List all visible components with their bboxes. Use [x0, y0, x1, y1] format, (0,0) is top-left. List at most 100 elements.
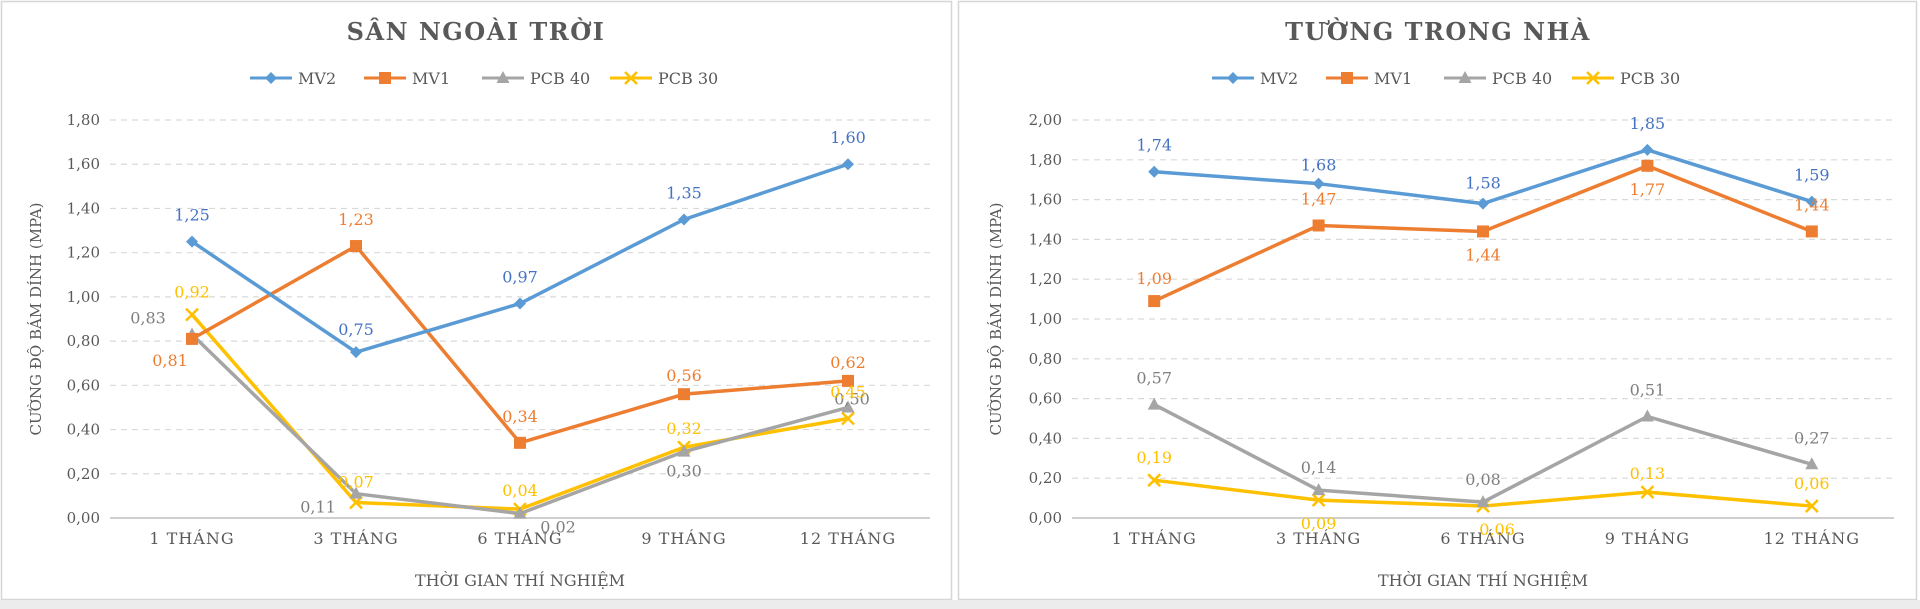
data-labels-mv2: 1,74 1,68 1,58 1,85 1,59	[1136, 114, 1829, 193]
x-tick-label: 3 THÁNG	[313, 528, 398, 548]
data-labels-mv1: 1,09 1,47 1,44 1,77 1,44	[1136, 180, 1829, 288]
legend-item-pcb-30: PCB 30	[1572, 69, 1680, 88]
legend-marker	[624, 71, 638, 85]
data-label: 0,11	[300, 498, 336, 517]
data-label: 0,50	[834, 389, 870, 408]
data-point	[1477, 197, 1489, 210]
data-label: 0,06	[1794, 474, 1830, 493]
y-tick-label: 0,60	[67, 376, 100, 394]
y-tick-label: 2,00	[1029, 111, 1062, 129]
data-label: 0,81	[152, 351, 188, 370]
data-point	[841, 411, 855, 426]
x-tick-label: 3 THÁNG	[1276, 528, 1361, 548]
legend-item-pcb-40: PCB 40	[1444, 69, 1552, 88]
legend-label: PCB 40	[1492, 69, 1552, 88]
data-point	[678, 213, 690, 226]
data-label: 1,47	[1301, 189, 1337, 208]
y-tick-label: 1,00	[67, 288, 100, 306]
legend: MV2 MV1 PCB 40 PCB 30	[1212, 69, 1680, 88]
x-tick-label: 1 THÁNG	[1112, 528, 1197, 548]
data-point	[842, 158, 854, 171]
data-point	[185, 307, 199, 322]
series-mv2	[1148, 143, 1818, 210]
data-label: 1,68	[1301, 156, 1337, 175]
data-point	[1805, 195, 1818, 208]
legend-marker	[1458, 71, 1472, 83]
x-axis-title: THỜI GIAN THÍ NGHIỆM	[415, 570, 625, 590]
data-label: 0,27	[1794, 428, 1830, 447]
x-tick-label: 1 THÁNG	[149, 528, 234, 548]
data-point	[1640, 409, 1654, 422]
y-tick-label: 0,20	[1029, 469, 1062, 487]
legend-marker	[1341, 72, 1353, 84]
legend-marker	[1586, 71, 1600, 85]
x-tick-label: 9 THÁNG	[641, 528, 726, 548]
data-label: 0,57	[1136, 369, 1172, 388]
data-point	[1805, 225, 1818, 238]
legend-marker	[379, 72, 391, 84]
data-label: 0,75	[338, 320, 374, 339]
page-bottom-strip	[0, 600, 1920, 609]
data-labels-pcb-30: 0,92 0,07 0,04 0,32 0,45	[174, 283, 866, 501]
data-label: 0,32	[666, 419, 702, 438]
y-tick-label: 0,40	[67, 421, 100, 439]
legend-label: MV1	[412, 69, 450, 88]
data-label: 1,44	[1465, 245, 1501, 264]
data-point	[1641, 159, 1654, 172]
legend-item-mv2: MV2	[250, 69, 336, 88]
data-label: 1,85	[1630, 114, 1666, 133]
legend-label: MV2	[298, 69, 336, 88]
data-label: 0,19	[1136, 448, 1172, 467]
data-labels-mv2: 1,25 0,75 0,97 1,35 1,60	[174, 128, 866, 339]
chart-san-ngoai-troi: SÂN NGOÀI TRỜI MV2 MV1 PCB 40 PCB 30 0,00 0,20…	[27, 17, 930, 590]
data-point	[1312, 177, 1325, 190]
data-labels-pcb-30: 0,19 0,09 0,06 0,13 0,06	[1136, 448, 1829, 539]
legend-label: PCB 30	[658, 69, 718, 88]
data-label: 0,04	[502, 481, 538, 500]
y-tick-label: 1,40	[67, 199, 100, 217]
chart-tuong-trong-nha: TƯỜNG TRONG NHÀ MV2 MV1 PCB 40 PCB 30 0,00 0,2…	[987, 17, 1894, 590]
data-point	[1147, 397, 1161, 410]
chart-frame-left	[0, 0, 953, 601]
x-axis-title: THỜI GIAN THÍ NGHIỆM	[1378, 570, 1588, 590]
data-label: 1,25	[174, 206, 210, 225]
data-label: 1,74	[1136, 136, 1172, 155]
y-tick-label: 1,60	[1029, 191, 1062, 209]
data-label: 0,08	[1465, 470, 1501, 489]
data-point	[1148, 165, 1161, 178]
data-label: 1,59	[1794, 166, 1830, 185]
data-label: 0,92	[174, 283, 210, 302]
y-tick-label: 0,40	[1029, 429, 1062, 447]
x-tick-label: 9 THÁNG	[1605, 528, 1690, 548]
legend: MV2 MV1 PCB 40 PCB 30	[250, 69, 718, 88]
data-point	[186, 235, 198, 248]
data-label: 1,23	[338, 210, 374, 229]
legend-label: MV1	[1374, 69, 1412, 88]
legend-label: PCB 40	[530, 69, 590, 88]
legend-label: PCB 30	[1620, 69, 1680, 88]
legend-item-pcb-30: PCB 30	[610, 69, 718, 88]
y-tick-label: 1,40	[1029, 230, 1062, 248]
y-tick-label: 0,80	[1029, 350, 1062, 368]
data-point	[1477, 225, 1489, 238]
legend-item-pcb-40: PCB 40	[482, 69, 590, 88]
data-point	[349, 486, 363, 499]
y-tick-label: 1,20	[67, 244, 100, 262]
x-tick-label: 12 THÁNG	[800, 528, 896, 548]
series-mv2	[186, 158, 854, 359]
y-tick-label: 1,60	[67, 155, 100, 173]
y-tick-label: 1,80	[67, 111, 100, 129]
data-point	[842, 374, 854, 387]
data-label: 1,58	[1465, 174, 1501, 193]
data-label: 0,34	[502, 407, 538, 426]
y-tick-label: 0,00	[67, 509, 100, 527]
chart-frame-right	[957, 0, 1918, 601]
data-label: 1,35	[666, 184, 702, 203]
legend-marker	[265, 72, 277, 84]
data-label: 0,14	[1301, 458, 1337, 477]
data-point	[350, 240, 362, 253]
y-tick-label: 1,80	[1029, 151, 1062, 169]
data-point	[677, 444, 691, 457]
data-label: 1,09	[1136, 269, 1172, 288]
data-point	[1311, 493, 1326, 507]
